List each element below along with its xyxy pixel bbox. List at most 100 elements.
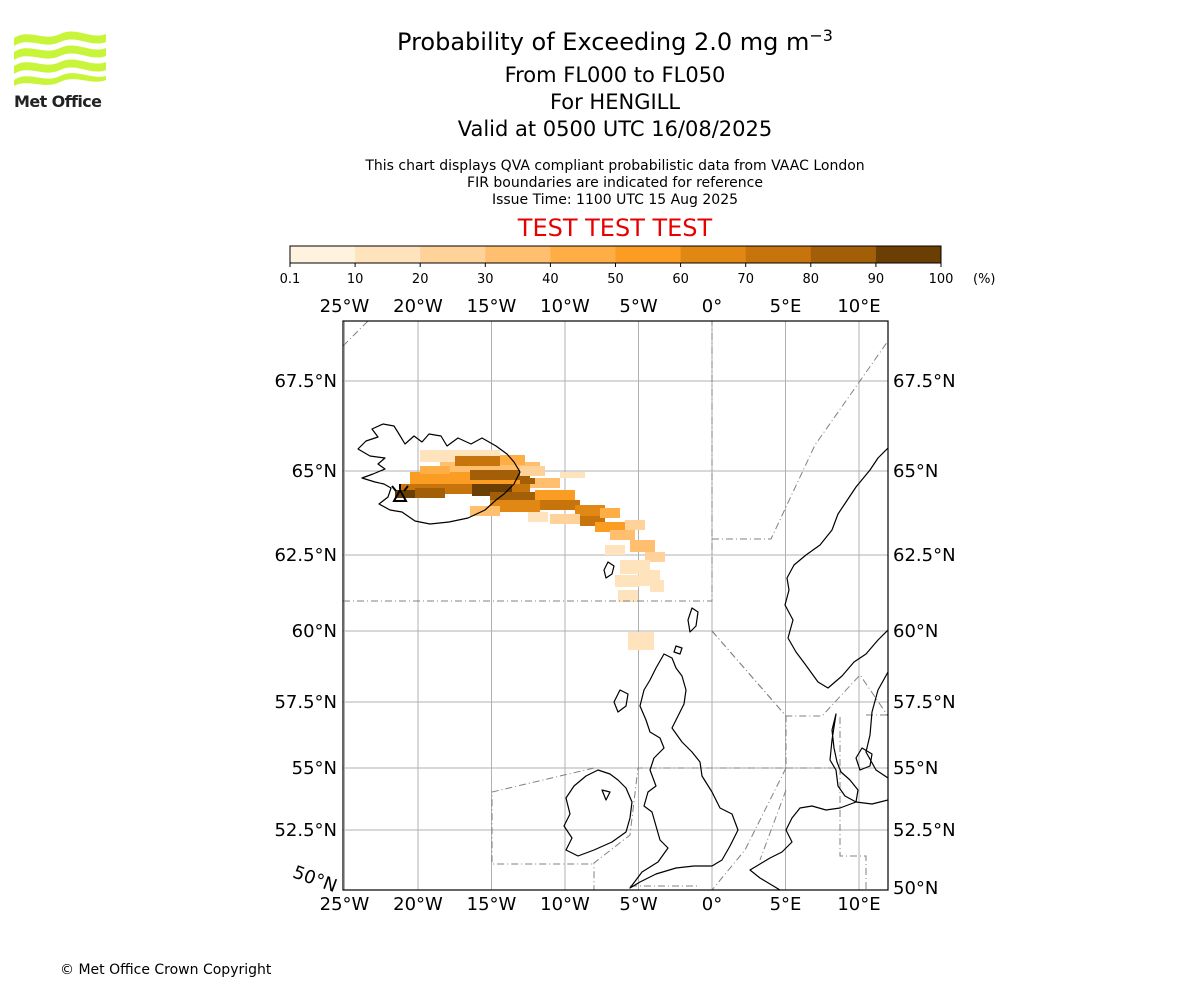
- colorbar-tick-label: 100: [929, 272, 954, 287]
- coast-sjaelland: [855, 747, 873, 771]
- colorbar-swatch: [290, 246, 356, 263]
- map-area: [343, 321, 888, 890]
- plume-cell: [618, 590, 638, 602]
- lat-label-right: 52.5°N: [893, 820, 956, 841]
- plume-cell: [490, 492, 540, 502]
- coast-great-britain: [629, 653, 739, 889]
- lat-label-left: 67.5°N: [274, 371, 337, 392]
- plume-cell: [415, 488, 445, 498]
- plume-cell: [628, 632, 654, 650]
- met-office-waves-icon: [14, 31, 106, 86]
- colorbar-tick-label: 50: [607, 272, 624, 287]
- plume-cell: [600, 508, 620, 518]
- lon-label-top: 25°W: [320, 296, 370, 317]
- lon-label-top: 20°W: [393, 296, 443, 317]
- plume-cell: [645, 552, 665, 562]
- colorbar-tick-label: 20: [412, 272, 429, 287]
- plume-cell: [470, 506, 500, 516]
- colorbar-tick-label: 80: [803, 272, 820, 287]
- colorbar-unit: (%): [973, 272, 996, 287]
- plume-cell: [455, 456, 500, 466]
- colorbar-swatch: [810, 246, 877, 263]
- colorbar-swatch: [485, 246, 551, 263]
- coast-ireland: [563, 769, 633, 857]
- plume-cell: [605, 545, 625, 555]
- copyright: © Met Office Crown Copyright: [60, 962, 272, 978]
- plume-cell: [630, 540, 655, 552]
- ash-plume: [395, 450, 665, 650]
- chart-title: Probability of Exceeding 2.0 mg m−3: [0, 26, 1200, 56]
- lat-label-left: 52.5°N: [274, 820, 337, 841]
- map-figure: 0.1 10 20 30 40 50 60 70 80 90 100 (%): [274, 245, 996, 915]
- lon-label-top: 5°W: [619, 296, 657, 317]
- lon-label-top: 10°E: [837, 296, 880, 317]
- colorbar-tick-label: 40: [542, 272, 559, 287]
- logo-text: Met Office: [14, 92, 102, 111]
- coast-orkney: [673, 645, 683, 655]
- lat-label-right: 60°N: [893, 621, 938, 642]
- colorbar-swatch: [615, 246, 682, 263]
- plume-cell: [625, 520, 645, 530]
- lon-label-top: 0°: [702, 296, 722, 317]
- plume-cell: [400, 484, 530, 494]
- plume-cell: [535, 490, 575, 502]
- lat-label-left: 55°N: [292, 758, 337, 779]
- plume-cell: [650, 580, 664, 592]
- plume-cell: [520, 466, 545, 476]
- plume-cell: [540, 500, 580, 510]
- plume-cell: [395, 490, 415, 498]
- coast-shetland: [687, 607, 699, 633]
- plume-cell: [550, 514, 580, 524]
- colorbar-swatch: [420, 246, 486, 263]
- coast-denmark: [829, 713, 859, 803]
- lon-label-top: 15°W: [467, 296, 517, 317]
- lat-label-right: 67.5°N: [893, 371, 956, 392]
- map-frame: [342, 320, 889, 891]
- lon-label-bottom: 10°E: [837, 894, 880, 915]
- axis-labels: 25°W 25°W 20°W 20°W 15°W 15°W 10°W 10°W 5°W 5°W 0°…: [274, 296, 955, 915]
- lat-label-left: 65°N: [292, 461, 337, 482]
- subtitle-line-1: This chart displays QVA compliant probab…: [365, 158, 865, 174]
- lon-label-bottom: 15°W: [467, 894, 517, 915]
- colorbar-swatch: [550, 246, 616, 263]
- colorbar-tick-label: 0.1: [280, 272, 301, 287]
- coast-lake-neagh: [601, 789, 611, 801]
- lon-label-bottom: 0°: [702, 894, 722, 915]
- plume-cell: [530, 478, 560, 488]
- colorbar-swatch: [680, 246, 747, 263]
- lon-label-top: 5°E: [770, 296, 802, 317]
- lon-label-top: 10°W: [540, 296, 590, 317]
- coastlines: [357, 423, 888, 890]
- plume-cell: [520, 478, 535, 484]
- coast-norway: [784, 447, 888, 689]
- plume-cell: [610, 530, 635, 540]
- lat-label-right: 62.5°N: [893, 545, 956, 566]
- plume-cell: [528, 512, 548, 522]
- lon-label-bottom: 10°W: [540, 894, 590, 915]
- lon-label-bottom: 20°W: [393, 894, 443, 915]
- lat-label-left: 50°N: [290, 862, 340, 897]
- lat-label-right: 50°N: [893, 878, 938, 899]
- colorbar: 0.1 10 20 30 40 50 60 70 80 90 100: [280, 245, 954, 287]
- title-exponent: −3: [809, 26, 833, 45]
- volcano-marker: [391, 484, 409, 502]
- fir-boundaries: [343, 321, 888, 890]
- lon-label-bottom: 5°W: [619, 894, 657, 915]
- colorbar-tick-label: 70: [737, 272, 754, 287]
- test-banner: TEST TEST TEST: [517, 214, 713, 242]
- lat-label-right: 57.5°N: [893, 692, 956, 713]
- colorbar-tick-label: 90: [868, 272, 885, 287]
- coast-iceland: [357, 423, 521, 525]
- lon-label-bottom: 25°W: [320, 894, 370, 915]
- plume-cell: [490, 500, 540, 512]
- issue-time: Issue Time: 1100 UTC 15 Aug 2025: [491, 192, 739, 208]
- plume-cell: [560, 472, 585, 478]
- coast-europe: [749, 799, 888, 890]
- coast-faroes: [603, 561, 615, 579]
- coast-hebrides: [613, 689, 629, 713]
- coast-sweden: [865, 671, 888, 779]
- lat-label-right: 65°N: [893, 461, 938, 482]
- colorbar-tick-label: 60: [672, 272, 689, 287]
- colorbar-swatch: [355, 246, 421, 263]
- lat-label-right: 55°N: [893, 758, 938, 779]
